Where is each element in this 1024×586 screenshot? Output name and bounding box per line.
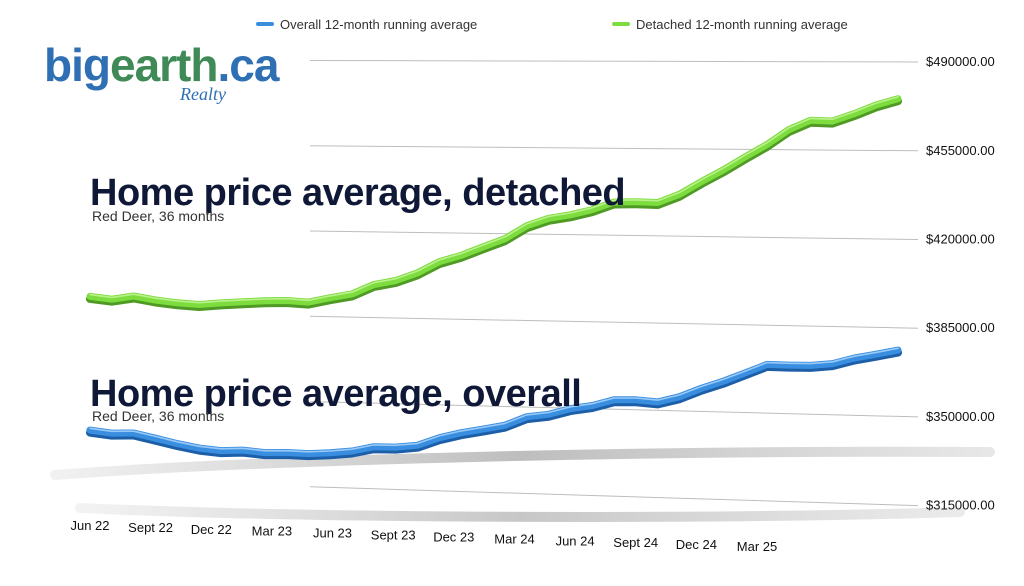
gridline <box>309 486 919 507</box>
legend: Overall 12-month running average Detache… <box>256 17 848 32</box>
series-line-highlight <box>89 96 899 304</box>
series-group <box>86 95 902 461</box>
x-axis-tick-labels: Jun 22 Sept 22 Dec 22 Mar 23 Jun 23 Sept 23 De… <box>70 518 777 554</box>
annotation-detached: Home price average, detached Red Deer, 3… <box>90 172 626 224</box>
y-tick-label: $490000.00 <box>926 54 995 69</box>
y-axis-tick-labels: $490000.00 $455000.00 $420000.00 $385000.00… <box>926 54 995 513</box>
legend-label-detached: Detached 12-month running average <box>636 17 848 32</box>
series-line <box>86 95 902 308</box>
gridline <box>309 60 919 63</box>
annotation-detached-subtitle: Red Deer, 36 months <box>92 208 224 224</box>
gridline <box>309 315 919 329</box>
floor-shadow-lower <box>75 503 965 522</box>
x-tick-label: Dec 24 <box>676 537 717 552</box>
gridline <box>309 401 919 418</box>
y-tick-label: $420000.00 <box>926 232 995 247</box>
logo-part-earth: earth <box>109 39 218 91</box>
annotation-overall-subtitle: Red Deer, 36 months <box>92 408 224 424</box>
y-tick-label: $350000.00 <box>926 409 995 424</box>
x-tick-label: Mar 23 <box>252 524 292 539</box>
x-tick-label: Sept 23 <box>371 528 416 543</box>
series-line-highlight <box>89 347 899 453</box>
logo-part-ca: .ca <box>217 39 279 91</box>
annotation-overall-title: Home price average, overall <box>90 373 581 415</box>
gridlines <box>309 60 919 507</box>
y-tick-label: $455000.00 <box>926 143 995 158</box>
annotation-overall: Home price average, overall Red Deer, 36… <box>90 373 582 424</box>
gridline <box>309 230 919 240</box>
logo-subtext: Realty <box>180 84 226 104</box>
annotation-detached-title: Home price average, detached <box>90 172 625 214</box>
x-tick-label: Sept 22 <box>128 520 173 535</box>
series-overall <box>86 346 902 461</box>
floor-shadow-upper <box>50 446 995 480</box>
x-tick-label: Jun 24 <box>556 533 595 548</box>
x-tick-label: Dec 23 <box>433 530 474 545</box>
x-tick-label: Mar 24 <box>494 531 534 546</box>
gridline <box>309 145 919 152</box>
x-tick-label: Dec 22 <box>191 522 232 537</box>
series-detached <box>86 95 902 311</box>
x-tick-label: Mar 25 <box>737 539 777 554</box>
x-tick-label: Jun 22 <box>70 518 109 533</box>
logo-wordmark: bigearth.ca <box>44 39 279 91</box>
floor-shadows <box>50 446 995 522</box>
x-tick-label: Jun 23 <box>313 526 352 541</box>
x-tick-label: Sept 24 <box>613 535 658 550</box>
series-line <box>86 346 902 458</box>
legend-label-overall: Overall 12-month running average <box>280 17 477 32</box>
logo-part-big: big <box>44 39 111 91</box>
y-tick-label: $385000.00 <box>926 320 995 335</box>
